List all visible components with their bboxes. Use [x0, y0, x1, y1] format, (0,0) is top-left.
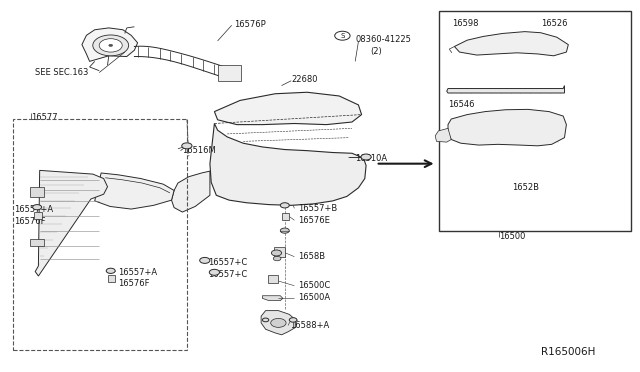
- Bar: [439, 11, 631, 231]
- Polygon shape: [261, 311, 296, 335]
- Circle shape: [273, 256, 281, 261]
- Bar: [34, 212, 42, 219]
- Circle shape: [280, 203, 289, 208]
- Circle shape: [271, 318, 286, 327]
- Polygon shape: [35, 170, 108, 276]
- Bar: [13, 119, 187, 350]
- Text: 16557+C: 16557+C: [208, 258, 247, 267]
- Polygon shape: [435, 128, 451, 142]
- Polygon shape: [95, 173, 174, 209]
- Text: 16557+A: 16557+A: [118, 268, 157, 277]
- Circle shape: [93, 35, 129, 56]
- Circle shape: [209, 269, 220, 275]
- Circle shape: [280, 228, 289, 233]
- Text: S: S: [340, 33, 344, 39]
- Text: 1652B: 1652B: [512, 183, 539, 192]
- Bar: [108, 275, 115, 282]
- Circle shape: [361, 154, 371, 160]
- Text: (2): (2): [370, 47, 381, 56]
- Text: 16510A: 16510A: [355, 154, 387, 163]
- Text: 16577: 16577: [31, 113, 58, 122]
- Circle shape: [33, 205, 42, 210]
- Text: 16516M: 16516M: [182, 146, 216, 155]
- Circle shape: [99, 39, 122, 52]
- Text: 22680: 22680: [291, 76, 317, 84]
- Circle shape: [182, 143, 192, 149]
- Circle shape: [200, 257, 210, 263]
- Polygon shape: [454, 32, 568, 56]
- Circle shape: [262, 318, 269, 322]
- Polygon shape: [447, 86, 564, 93]
- Polygon shape: [82, 28, 138, 61]
- Circle shape: [335, 31, 350, 40]
- Text: 16576F: 16576F: [14, 217, 45, 226]
- Bar: [218, 65, 241, 81]
- Polygon shape: [448, 109, 566, 146]
- Polygon shape: [210, 124, 366, 205]
- Circle shape: [271, 250, 282, 256]
- Text: 16576E: 16576E: [298, 216, 330, 225]
- Text: 16576P: 16576P: [234, 20, 266, 29]
- Text: 08360-41225: 08360-41225: [355, 35, 411, 44]
- Text: R165006H: R165006H: [541, 347, 595, 356]
- Text: SEE SEC.163: SEE SEC.163: [35, 68, 88, 77]
- Bar: [30, 187, 44, 197]
- Text: 16598: 16598: [452, 19, 478, 28]
- Polygon shape: [214, 92, 362, 125]
- Text: 16576F: 16576F: [118, 279, 150, 288]
- Circle shape: [109, 44, 113, 46]
- Bar: [268, 275, 278, 283]
- Text: 16500: 16500: [499, 232, 525, 241]
- Text: 16500C: 16500C: [298, 281, 330, 290]
- Text: 16557+C: 16557+C: [208, 270, 247, 279]
- Bar: [282, 213, 289, 220]
- Text: 16588+A: 16588+A: [290, 321, 329, 330]
- Text: 16546: 16546: [448, 100, 474, 109]
- Bar: [274, 247, 285, 257]
- Circle shape: [106, 268, 115, 273]
- Text: 1658B: 1658B: [298, 252, 324, 261]
- Text: 16557+B: 16557+B: [298, 204, 337, 213]
- Text: 16500A: 16500A: [298, 293, 330, 302]
- Polygon shape: [262, 296, 283, 301]
- Polygon shape: [172, 171, 210, 212]
- Bar: [30, 239, 44, 246]
- Circle shape: [289, 318, 297, 322]
- Text: 16526: 16526: [541, 19, 567, 28]
- Text: 16557+A: 16557+A: [14, 205, 53, 214]
